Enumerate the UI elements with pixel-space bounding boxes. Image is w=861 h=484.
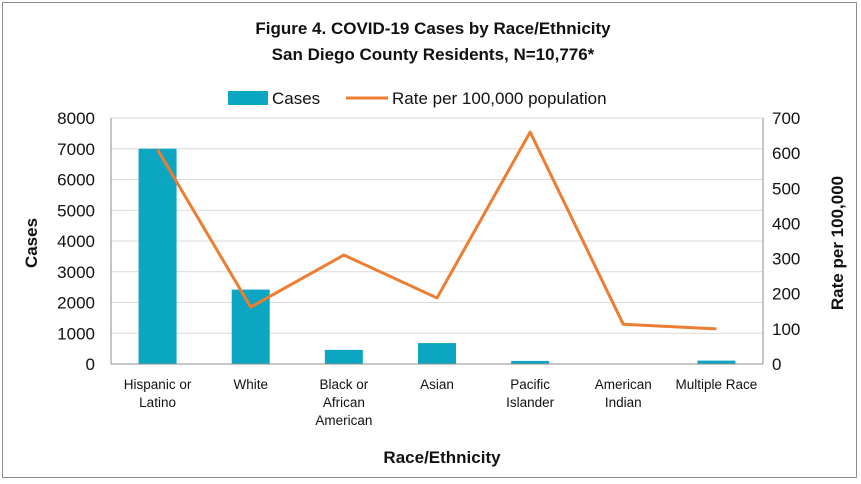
x-tick-label: White (233, 377, 268, 392)
legend-label-rate: Rate per 100,000 population (392, 89, 607, 108)
y2-tick-label: 500 (772, 179, 800, 198)
x-tick-label: Asian (420, 377, 454, 392)
y-tick-label: 8000 (57, 109, 95, 128)
legend-label-cases: Cases (272, 89, 320, 108)
y-tick-label: 5000 (57, 201, 95, 220)
y2-tick-label: 200 (772, 285, 800, 304)
y-tick-label: 1000 (57, 324, 95, 343)
y-tick-label: 2000 (57, 294, 95, 313)
y2-axis-title: Rate per 100,000 (828, 176, 847, 310)
x-axis-title: Race/Ethnicity (383, 448, 501, 467)
y-tick-label: 7000 (57, 140, 95, 159)
chart: Figure 4. COVID-19 Cases by Race/Ethnici… (3, 3, 858, 479)
y2-tick-label: 700 (772, 109, 800, 128)
bar-cases (139, 149, 177, 364)
chart-subtitle: San Diego County Residents, N=10,776* (272, 45, 595, 64)
y2-tick-label: 0 (772, 355, 781, 374)
x-tick-label: Multiple Race (676, 377, 758, 392)
bar-cases (697, 361, 735, 364)
y2-tick-label: 600 (772, 144, 800, 163)
y-tick-label: 3000 (57, 263, 95, 282)
bar-cases (325, 350, 363, 364)
bar-cases (418, 343, 456, 364)
chart-frame: Figure 4. COVID-19 Cases by Race/Ethnici… (2, 2, 857, 478)
y2-tick-label: 300 (772, 250, 800, 269)
y2-tick-label: 100 (772, 320, 800, 339)
chart-title: Figure 4. COVID-19 Cases by Race/Ethnici… (255, 19, 611, 38)
y-tick-label: 6000 (57, 171, 95, 190)
y2-tick-label: 400 (772, 214, 800, 233)
y-tick-label: 4000 (57, 232, 95, 251)
legend: Cases Rate per 100,000 population (228, 89, 607, 108)
y-tick-label: 0 (86, 355, 95, 374)
y-axis-title: Cases (22, 218, 41, 268)
legend-swatch-cases (228, 91, 268, 105)
